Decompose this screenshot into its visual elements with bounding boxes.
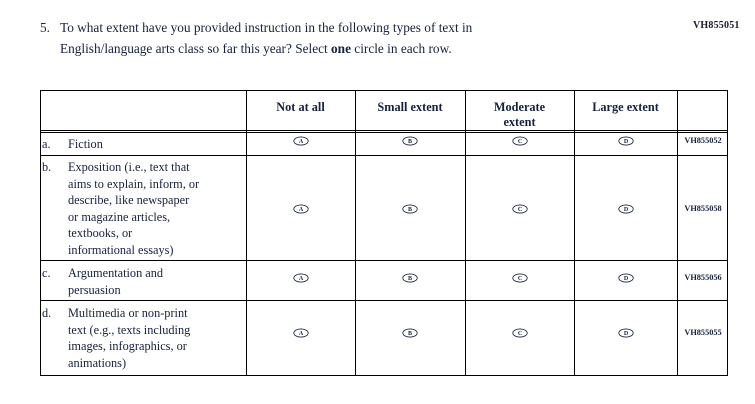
svg-text:D: D xyxy=(623,276,628,282)
svg-text:C: C xyxy=(517,207,521,213)
svg-text:D: D xyxy=(623,331,628,337)
svg-text:B: B xyxy=(408,139,412,145)
svg-text:A: A xyxy=(298,139,303,145)
svg-text:A: A xyxy=(298,207,303,213)
svg-text:D: D xyxy=(623,207,628,213)
svg-text:B: B xyxy=(408,331,412,337)
svg-text:C: C xyxy=(517,331,521,337)
svg-text:A: A xyxy=(298,276,303,282)
svg-text:C: C xyxy=(517,139,521,145)
svg-text:B: B xyxy=(408,276,412,282)
svg-text:C: C xyxy=(517,276,521,282)
svg-text:B: B xyxy=(408,207,412,213)
svg-text:A: A xyxy=(298,331,303,337)
svg-text:D: D xyxy=(623,139,628,145)
